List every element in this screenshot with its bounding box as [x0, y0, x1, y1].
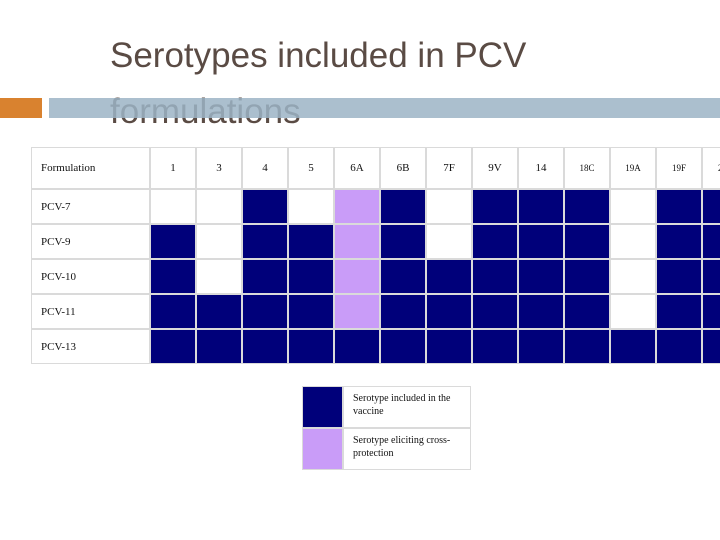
legend: Serotype included in the vaccine Serotyp… [302, 386, 471, 470]
accent-bar-blue [49, 98, 720, 118]
cell-included [289, 260, 333, 293]
column-header: 9V [473, 148, 517, 188]
cell-included [565, 330, 609, 363]
slide-title: Serotypes included in PCV formulations [110, 28, 670, 140]
cell-included [427, 260, 471, 293]
cell-empty [611, 260, 655, 293]
serotype-table: Formulation 13456A6B7F9V1418C19A19F23F PC… [31, 147, 720, 364]
legend-label-cross-protection: Serotype eliciting cross-protection [344, 429, 470, 469]
cell-included [151, 295, 195, 328]
cell-included [151, 330, 195, 363]
cell-cross-protection [335, 190, 379, 223]
legend-swatch-cross-protection [303, 429, 342, 469]
cell-included [289, 330, 333, 363]
row-label: PCV-11 [32, 295, 149, 328]
cell-included [703, 295, 720, 328]
row-label: PCV-10 [32, 260, 149, 293]
column-header: 7F [427, 148, 471, 188]
cell-included [657, 260, 701, 293]
cell-included [381, 260, 425, 293]
cell-empty [197, 260, 241, 293]
cell-included [381, 330, 425, 363]
cell-included [243, 225, 287, 258]
cell-empty [289, 190, 333, 223]
column-header: 23F [703, 148, 720, 188]
cell-included [703, 260, 720, 293]
cell-cross-protection [335, 225, 379, 258]
cell-included [243, 295, 287, 328]
cell-empty [611, 295, 655, 328]
cell-included [565, 260, 609, 293]
cell-included [565, 225, 609, 258]
cell-included [657, 190, 701, 223]
cell-included [657, 330, 701, 363]
cell-included [335, 330, 379, 363]
cell-included [565, 295, 609, 328]
accent-bar-orange [0, 98, 42, 118]
column-header: 19F [657, 148, 701, 188]
cell-included [703, 190, 720, 223]
column-header: 6A [335, 148, 379, 188]
cell-included [151, 225, 195, 258]
cell-included [519, 260, 563, 293]
cell-empty [611, 190, 655, 223]
cell-included [611, 330, 655, 363]
cell-included [473, 260, 517, 293]
cell-cross-protection [335, 295, 379, 328]
cell-included [703, 225, 720, 258]
cell-included [243, 260, 287, 293]
row-label: PCV-13 [32, 330, 149, 363]
column-header: 14 [519, 148, 563, 188]
cell-empty [197, 225, 241, 258]
cell-empty [427, 225, 471, 258]
column-header: 18C [565, 148, 609, 188]
legend-swatch-included [303, 387, 342, 427]
cell-included [151, 260, 195, 293]
cell-included [427, 330, 471, 363]
cell-included [473, 225, 517, 258]
cell-cross-protection [335, 260, 379, 293]
column-header: 6B [381, 148, 425, 188]
row-label: PCV-7 [32, 190, 149, 223]
cell-included [381, 190, 425, 223]
table-corner-header: Formulation [32, 148, 149, 188]
cell-empty [197, 190, 241, 223]
column-header: 1 [151, 148, 195, 188]
cell-included [703, 330, 720, 363]
cell-empty [151, 190, 195, 223]
cell-included [197, 330, 241, 363]
cell-empty [427, 190, 471, 223]
cell-included [473, 330, 517, 363]
column-header: 4 [243, 148, 287, 188]
cell-included [243, 190, 287, 223]
cell-included [243, 330, 287, 363]
column-header: 3 [197, 148, 241, 188]
column-header: 5 [289, 148, 333, 188]
cell-included [427, 295, 471, 328]
cell-included [381, 295, 425, 328]
cell-included [381, 225, 425, 258]
cell-empty [611, 225, 655, 258]
cell-included [197, 295, 241, 328]
cell-included [289, 295, 333, 328]
cell-included [519, 295, 563, 328]
cell-included [289, 225, 333, 258]
legend-label-included: Serotype included in the vaccine [344, 387, 470, 427]
cell-included [657, 225, 701, 258]
column-header: 19A [611, 148, 655, 188]
row-label: PCV-9 [32, 225, 149, 258]
cell-included [473, 295, 517, 328]
cell-included [473, 190, 517, 223]
cell-included [565, 190, 609, 223]
cell-included [519, 330, 563, 363]
slide-title-line-1: Serotypes included in PCV [110, 36, 527, 75]
cell-included [519, 225, 563, 258]
cell-included [657, 295, 701, 328]
cell-included [519, 190, 563, 223]
